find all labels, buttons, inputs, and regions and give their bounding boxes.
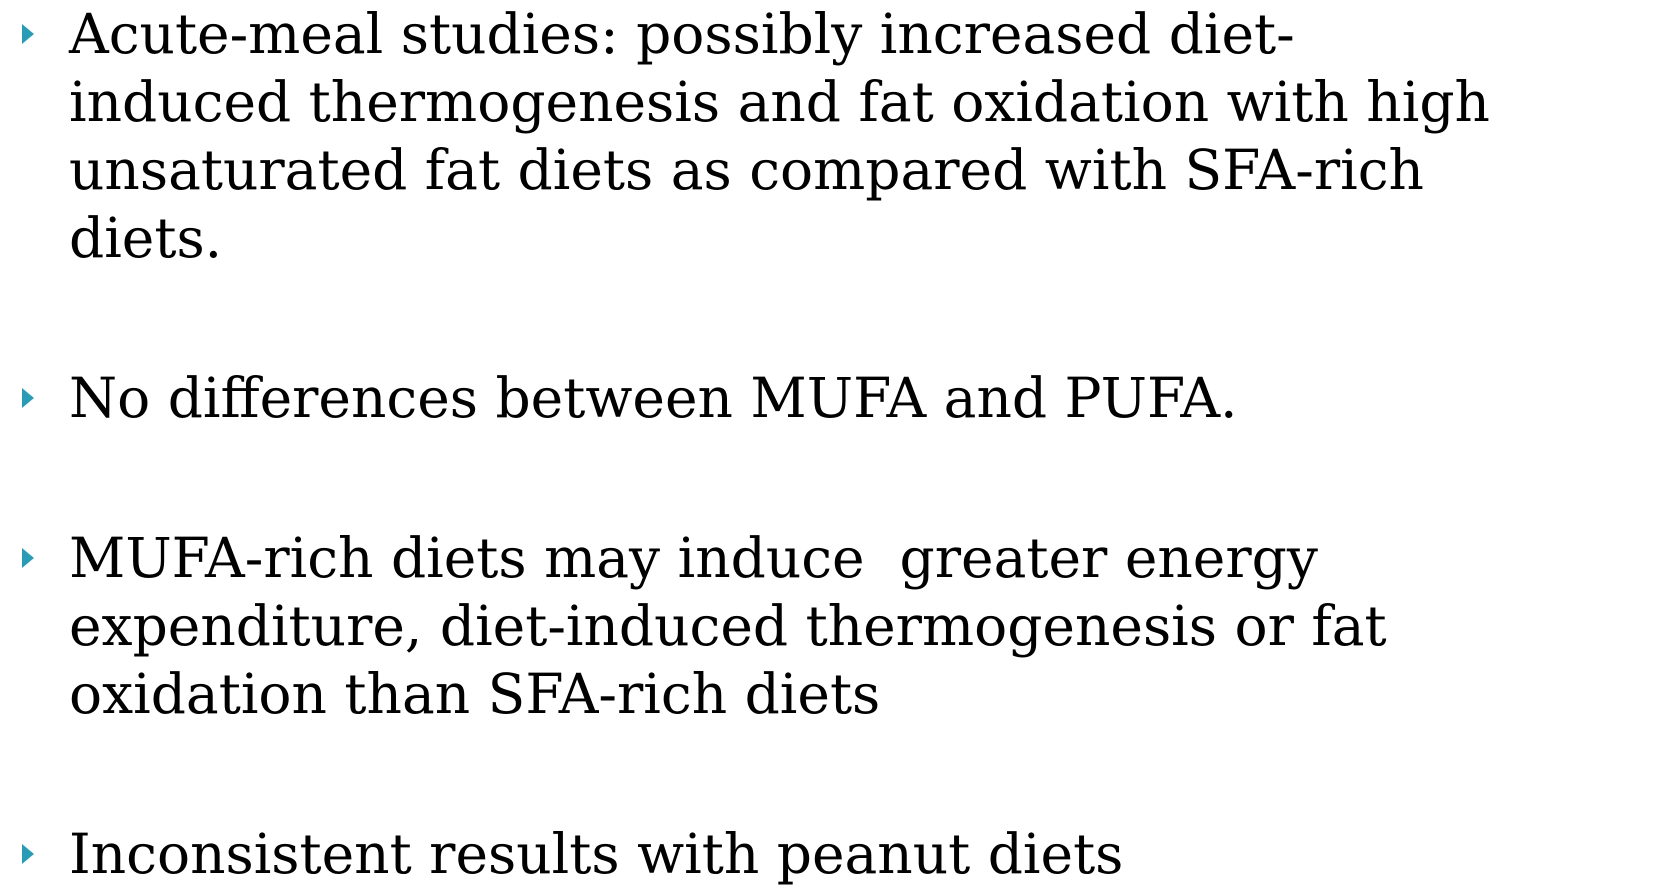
bullet-item: No differences between MUFA and PUFA. <box>0 364 1679 432</box>
bullet-item: Acute-meal studies: possibly increased d… <box>0 0 1679 272</box>
bullet-marker <box>22 844 34 864</box>
bullet-marker <box>22 548 34 568</box>
bullet-marker <box>22 24 34 44</box>
bullet-text: Acute-meal studies: possibly increased d… <box>69 2 1490 270</box>
bullet-item: Inconsistent results with peanut diets <box>0 820 1679 888</box>
bullet-marker <box>22 388 34 408</box>
bullet-text: Inconsistent results with peanut diets <box>69 822 1124 886</box>
bullet-item: MUFA-rich diets may induce greater energ… <box>0 524 1679 728</box>
bullet-text: MUFA-rich diets may induce greater energ… <box>69 526 1387 726</box>
bullet-text: No differences between MUFA and PUFA. <box>69 366 1238 430</box>
